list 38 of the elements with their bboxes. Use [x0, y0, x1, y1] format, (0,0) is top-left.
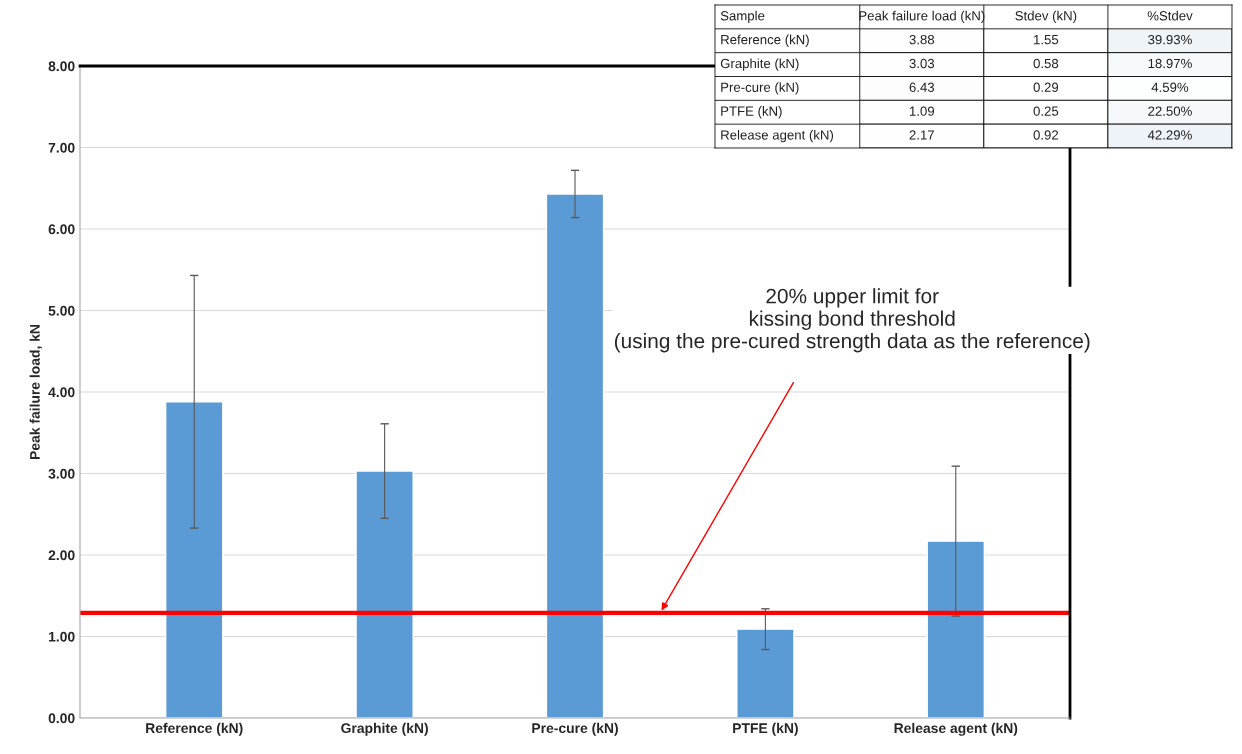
y-axis-title: Peak failure load, kN [29, 325, 42, 459]
data-label: 18.97% [1148, 58, 1192, 69]
data-label: 1.09 [909, 106, 935, 116]
data-label: 42.29% [1147, 130, 1192, 140]
x-tick-label: Stdev (kN) [1015, 10, 1077, 24]
data-label: 1.55 [1034, 35, 1059, 45]
x-tick-label: %Stdev [1147, 10, 1193, 21]
y-tick-label: 8.00 [48, 61, 75, 72]
y-tick-label: 4.00 [48, 387, 75, 398]
annotation: 20% upper limit for kissing bond threshold (using the pre-cured strength data as the reference) [614, 288, 1090, 353]
y-tick-label: PTFE (kN) [721, 106, 782, 119]
data-label: 22.50% [1148, 106, 1192, 116]
data-label: 2.17 [909, 130, 934, 140]
x-tick-label: Release agent (kN) [894, 722, 1018, 736]
y-tick-label: 2.00 [48, 550, 75, 561]
x-tick-label: Graphite (kN) [341, 722, 428, 736]
data-label: 39.93% [1148, 34, 1192, 45]
data-label: 0.58 [1033, 58, 1059, 69]
y-tick-label: 1.00 [48, 631, 75, 642]
y-tick-label: 0.00 [48, 713, 75, 724]
data-label: 3.03 [909, 58, 935, 69]
y-tick-label: 5.00 [48, 305, 75, 316]
data-label: 0.92 [1033, 130, 1059, 140]
y-tick-label: 6.00 [48, 224, 75, 235]
y-tick-label: Pre-cure (kN) [721, 82, 799, 95]
y-axis-title: Sample [720, 10, 765, 24]
data-label: 4.59% [1151, 82, 1189, 92]
y-tick-label: 7.00 [48, 142, 75, 153]
data-label: 3.88 [909, 34, 935, 45]
x-tick-label: Reference (kN) [146, 722, 243, 736]
y-tick-label: Graphite (kN) [720, 58, 799, 71]
y-tick-label: Release agent (kN) [721, 129, 834, 143]
y-tick-label: 3.00 [48, 468, 75, 479]
x-tick-label: Pre-cure (kN) [532, 722, 618, 736]
data-label: 0.29 [1033, 82, 1059, 92]
data-label: 6.43 [909, 82, 935, 92]
y-tick-label: Reference (kN) [721, 34, 809, 47]
data-label: 0.25 [1033, 106, 1059, 116]
